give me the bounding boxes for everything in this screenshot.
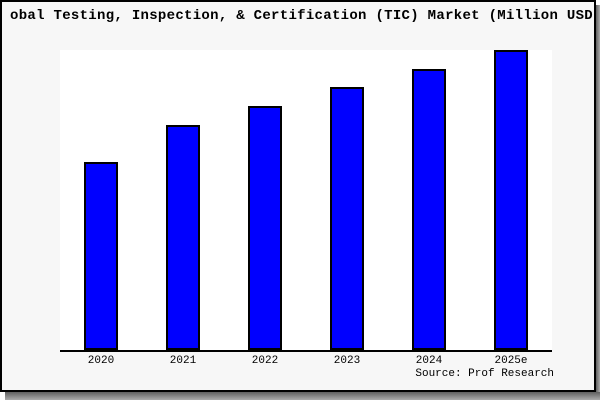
tick-label-2024: 2024	[415, 355, 443, 367]
plot-area	[60, 50, 552, 352]
x-axis-ticks: 2020 2021 2022 2023 2024 2025e	[60, 355, 552, 369]
tick-label-2023: 2023	[333, 355, 361, 367]
bar-2021	[166, 125, 200, 350]
bar-2024	[412, 69, 446, 350]
chart-title: obal Testing, Inspection, & Certificatio…	[10, 8, 593, 24]
tick-label-2025e: 2025e	[494, 355, 528, 367]
bar-2022	[248, 106, 282, 350]
bar-2020	[84, 162, 118, 350]
tick-label-2022: 2022	[251, 355, 279, 367]
bar-2025e	[494, 50, 528, 350]
source-note: Source: Prof Research	[415, 368, 554, 380]
tick-label-2020: 2020	[87, 355, 115, 367]
drop-shadow-right	[596, 5, 600, 400]
chart-frame: obal Testing, Inspection, & Certificatio…	[0, 0, 596, 392]
drop-shadow-bottom	[5, 392, 600, 400]
tick-label-2021: 2021	[169, 355, 197, 367]
bar-2023	[330, 87, 364, 350]
